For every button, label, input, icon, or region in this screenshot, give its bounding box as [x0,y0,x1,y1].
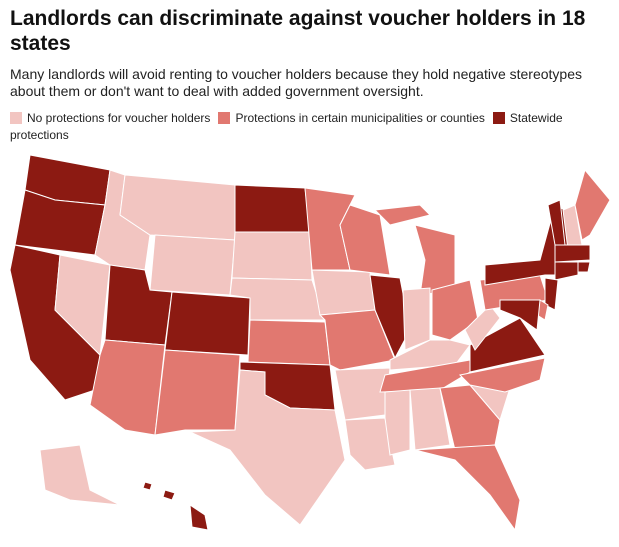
state [89,339,166,436]
state [247,319,331,366]
state [499,299,541,331]
state [409,387,451,451]
state [149,234,236,296]
legend: No protections for voucher holders Protec… [10,110,610,144]
state [339,204,391,276]
state [431,279,479,341]
state [577,261,591,273]
legend-item: Protections in certain municipalities or… [218,111,485,125]
legend-label: No protections for voucher holders [27,111,211,125]
state [384,389,411,456]
state [189,369,346,526]
state [554,244,591,263]
state [142,481,153,491]
state [574,168,611,241]
state [439,384,501,451]
state [464,304,501,351]
state [334,367,391,421]
legend-swatch [218,112,231,124]
state [39,444,121,506]
legend-swatch [492,112,505,124]
state [164,291,251,356]
subtitle: Many landlords will avoid renting to vou… [10,66,583,99]
state [369,274,411,360]
state [414,224,456,296]
state [544,277,559,311]
legend-item: Statewide protections [10,111,563,142]
state [189,504,209,531]
state [554,261,579,281]
state [162,489,176,501]
states [9,154,611,532]
state [469,317,546,373]
state [154,349,241,436]
state [414,444,521,532]
state [379,359,471,393]
state [402,287,431,351]
state [458,357,546,393]
legend-swatch [10,112,22,124]
state [234,184,311,233]
state [344,417,396,471]
legend-label: Statewide protections [10,111,563,142]
legend-item: No protections for voucher holders [10,111,210,125]
title: Landlords can discriminate against vouch… [10,7,586,55]
legend-label: Protections in certain municipalities or… [235,111,485,125]
state [231,231,313,281]
state [373,204,431,226]
state [311,269,376,316]
